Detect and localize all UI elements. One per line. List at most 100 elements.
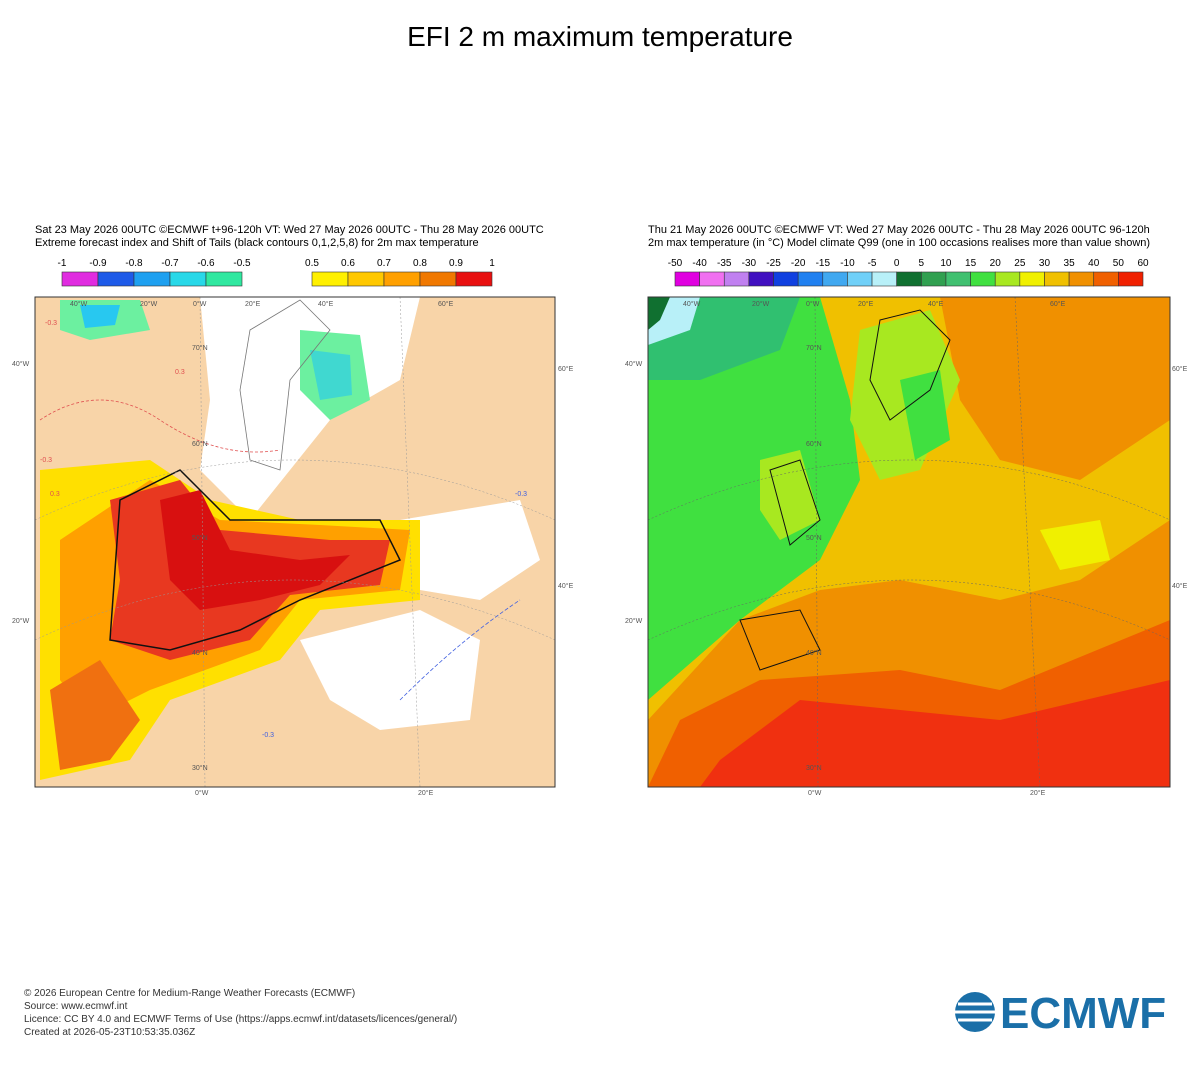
lat-label: 70°N (192, 344, 208, 352)
legend-swatch (61, 271, 99, 287)
legend-label: -35 (717, 258, 732, 269)
legend-swatch (169, 271, 207, 287)
map-labels: 40°W 20°W 0°W 20°E 40°E 60°E 40°W 20°W 6… (12, 300, 574, 797)
legend-swatch (945, 271, 971, 287)
legend-label: 20 (990, 258, 1002, 269)
legend-label: 1 (489, 258, 495, 269)
lon-label: 60°E (438, 300, 454, 308)
map-frame (34, 296, 556, 788)
lon-label: 20°W (752, 300, 770, 308)
legend-label: 35 (1064, 258, 1076, 269)
legend-swatch (699, 271, 725, 287)
lon-label: 40°W (683, 300, 701, 308)
legend-label: -50 (668, 258, 683, 269)
page-title: EFI 2 m maximum temperature (407, 21, 793, 52)
legend-swatch (896, 271, 922, 287)
legend-swatch (347, 271, 385, 287)
legend-swatch (1118, 271, 1144, 287)
legend-label: -15 (816, 258, 831, 269)
legend-label: -10 (840, 258, 855, 269)
logo-text: ECMWF (1000, 989, 1166, 1038)
lon-label: 0°W (806, 300, 820, 308)
legend-swatch (419, 271, 457, 287)
legend-swatch (383, 271, 421, 287)
legend-swatch (871, 271, 897, 287)
legend-swatch (921, 271, 947, 287)
contour-label: 0.3 (50, 491, 60, 498)
legend-swatch (1093, 271, 1119, 287)
legend-label: 0 (894, 258, 900, 269)
legend-label: -0.8 (125, 258, 143, 269)
lon-label: 20°E (245, 300, 261, 308)
footer-line: Source: www.ecmwf.int (24, 1001, 128, 1012)
panel-header: 2m max temperature (in °C) Model climate… (648, 237, 1150, 249)
legend-label: 0.6 (341, 258, 355, 269)
lon-label: 40°W (70, 300, 88, 308)
map-frame (647, 296, 1171, 788)
legend-swatch (748, 271, 774, 287)
lon-label: 20°E (418, 789, 434, 797)
legend-swatch (797, 271, 824, 287)
legend-label: -30 (742, 258, 757, 269)
legend-swatch (994, 271, 1021, 287)
legend-label: 0.8 (413, 258, 427, 269)
lat-label: 40°N (806, 649, 822, 657)
legend-label: 0.7 (377, 258, 391, 269)
legend-swatch (970, 271, 996, 287)
lon-label: 20°W (140, 300, 158, 308)
legend-swatch (847, 271, 873, 287)
lon-label: 0°W (193, 300, 207, 308)
legend-swatch (723, 271, 750, 287)
legend-label: -25 (766, 258, 781, 269)
legend-swatch (455, 271, 493, 287)
panel-header: Sat 23 May 2026 00UTC ©ECMWF t+96-120h V… (35, 224, 544, 236)
legend-label: 50 (1113, 258, 1125, 269)
legend-label: -0.5 (233, 258, 251, 269)
lat-label: 40°N (192, 649, 208, 657)
legend-swatch (205, 271, 243, 287)
legend-swatch (1068, 271, 1095, 287)
legend-label: -0.9 (89, 258, 107, 269)
lon-label: 40°E (558, 582, 574, 590)
panel-header: Extreme forecast index and Shift of Tail… (35, 237, 479, 249)
legend-label: 10 (940, 258, 952, 269)
footer-line: Licence: CC BY 4.0 and ECMWF Terms of Us… (24, 1014, 457, 1025)
legend-label: -5 (868, 258, 877, 269)
contour-label: -0.3 (45, 320, 57, 327)
legend-swatch (1019, 271, 1045, 287)
lon-label: 40°W (12, 360, 30, 368)
lon-label: 40°E (1172, 582, 1188, 590)
legend-label: 0.9 (449, 258, 463, 269)
legend-label: -20 (791, 258, 806, 269)
legend-label: 5 (919, 258, 925, 269)
lon-label: 20°W (625, 617, 643, 625)
legend-swatch (133, 271, 171, 287)
lon-label: 20°E (1030, 789, 1046, 797)
lat-label: 70°N (806, 344, 822, 352)
lon-label: 20°E (858, 300, 874, 308)
lon-label: 0°W (195, 789, 209, 797)
legend-swatch (822, 271, 848, 287)
climate-map (648, 297, 1170, 787)
lat-label: 60°N (806, 440, 822, 448)
lat-label: 30°N (192, 764, 208, 772)
legend-label: 30 (1039, 258, 1051, 269)
lat-label: 60°N (192, 440, 208, 448)
footer-line: © 2026 European Centre for Medium-Range … (24, 988, 355, 999)
legend-swatch (97, 271, 135, 287)
legend-swatch (674, 271, 700, 287)
legend-swatch (773, 271, 799, 287)
logo: ECMWF (955, 989, 1166, 1038)
contour-label: -0.3 (40, 457, 52, 464)
lat-label: 50°N (192, 534, 208, 542)
legend-label: 15 (965, 258, 977, 269)
lon-label: 20°W (12, 617, 30, 625)
lon-label: 40°E (318, 300, 334, 308)
lat-label: 30°N (806, 764, 822, 772)
contour-label: -0.3 (515, 491, 527, 498)
lon-label: 60°E (1050, 300, 1066, 308)
lat-label: 50°N (806, 534, 822, 542)
legend-label: -0.7 (161, 258, 179, 269)
lon-label: 60°E (558, 365, 574, 373)
map-labels: 40°W 20°W 0°W 20°E 40°E 60°E 40°W 20°W 6… (625, 300, 1188, 797)
